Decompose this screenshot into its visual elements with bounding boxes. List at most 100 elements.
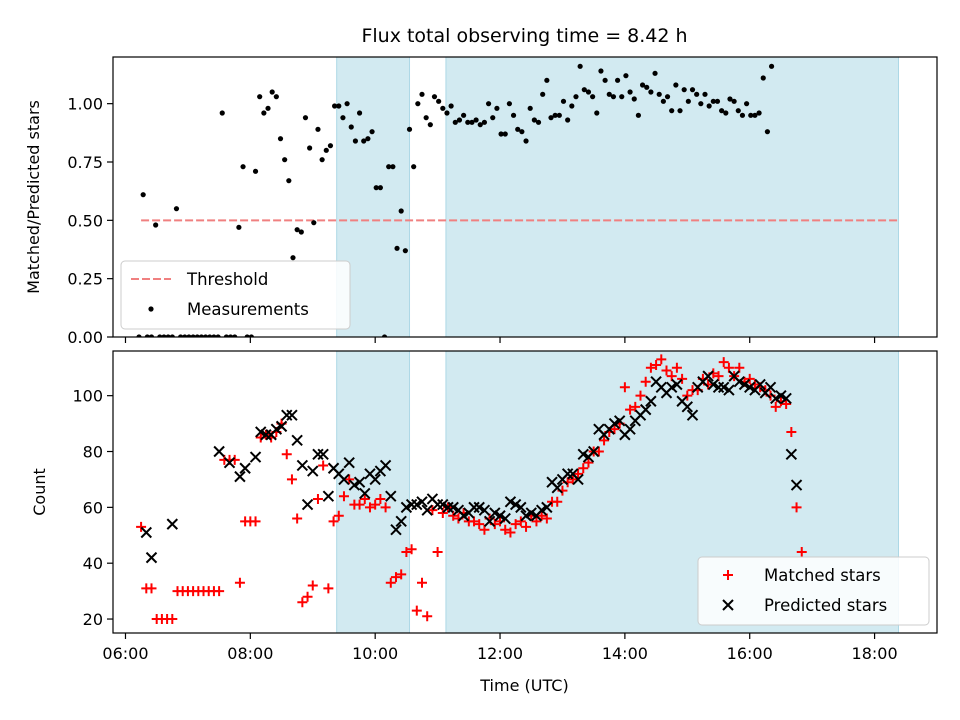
dot-point-0-0-56 <box>369 129 375 135</box>
plus-point-1-0-112 <box>718 357 729 368</box>
x-tick-label-4: 14:00 <box>602 644 648 663</box>
plus-point-1-0-104 <box>677 373 688 384</box>
plus-point-1-0-42 <box>354 499 365 510</box>
plus-point-1-0-39 <box>338 491 349 502</box>
dot-point-0-0-7 <box>165 334 171 337</box>
plus-point-1-0-51 <box>401 547 412 558</box>
dot-point-0-0-130 <box>677 108 683 114</box>
dot-point-0-0-22 <box>227 334 234 337</box>
dot-point-0-0-51 <box>348 124 354 130</box>
dot-point-0-0-73 <box>440 105 446 111</box>
dot-point-0-0-2 <box>144 334 150 337</box>
plus-point-1-0-125 <box>786 426 797 437</box>
cross-point-1-1-13 <box>281 409 293 421</box>
cross-point-1-1-5 <box>234 470 246 483</box>
plus-point-1-0-126 <box>791 502 802 513</box>
plus-point-1-0-43 <box>359 493 370 504</box>
dot-point-0-0-70 <box>427 122 433 128</box>
dot-point-0-0-109 <box>590 94 596 100</box>
plus-point-1-0-97 <box>640 376 651 387</box>
plus-point-1-0-99 <box>651 359 662 370</box>
cross-point-1-1-16 <box>296 459 309 472</box>
dot-point-0-0-29 <box>257 94 263 100</box>
dot-point-0-0-87 <box>498 131 504 137</box>
dot-point-0-0-0 <box>136 334 142 337</box>
cross-point-1-1-90 <box>681 401 694 413</box>
dot-point-0-0-110 <box>594 110 600 116</box>
dot-point-0-0-55 <box>365 136 371 142</box>
plus-point-1-0-73 <box>515 516 526 527</box>
dot-point-0-0-102 <box>560 98 567 104</box>
dot-point-0-0-148 <box>752 112 758 118</box>
cross-point-1-1-83 <box>645 395 657 407</box>
plus-point-1-0-77 <box>536 510 547 521</box>
cross-point-1-1-52 <box>483 515 496 528</box>
plus-point-1-0-52 <box>406 544 417 555</box>
dot-point-0-0-16 <box>202 334 209 337</box>
dot-point-0-0-124 <box>652 70 658 76</box>
plus-point-1-0-111 <box>713 371 724 382</box>
plus-point-1-0-32 <box>302 591 313 602</box>
cross-point-1-1-49 <box>468 501 480 514</box>
dot-point-0-0-38 <box>294 227 300 233</box>
plus-point-1-0-76 <box>531 516 542 527</box>
plus-point-1-0-122 <box>770 401 781 412</box>
cross-point-1-1-39 <box>416 496 428 508</box>
plus-point-1-0-64 <box>469 516 480 527</box>
plus-point-1-0-38 <box>333 510 344 521</box>
cross-point-1-1-91 <box>686 409 699 421</box>
dot-point-0-0-17 <box>207 334 213 337</box>
plus-point-1-0-91 <box>609 424 620 435</box>
cross-point-1-1-17 <box>301 498 314 511</box>
dot-point-0-0-44 <box>319 157 325 163</box>
dot-point-0-0-39 <box>298 229 304 235</box>
y-tick-label-1-4: 100 <box>72 387 103 406</box>
dot-point-0-0-47 <box>332 103 338 109</box>
observing-period-0-1 <box>445 56 900 338</box>
legend-label-0-1: Measurements <box>187 300 309 319</box>
dot-point-0-0-50 <box>344 101 350 107</box>
dot-point-0-0-92 <box>519 129 525 135</box>
y-tick-label-1-0: 20 <box>83 610 103 629</box>
plus-point-1-0-28 <box>281 449 292 460</box>
cross-point-1-1-109 <box>780 392 792 405</box>
cross-point-1-1-14 <box>286 409 298 421</box>
plus-point-1-0-113 <box>723 362 734 373</box>
cross-point-1-1-51 <box>478 504 491 516</box>
legend-handle-1-1 <box>722 599 734 611</box>
cross-point-1-1-21 <box>322 490 335 502</box>
dot-point-0-0-123 <box>648 89 654 95</box>
dot-point-0-0-127 <box>664 94 671 100</box>
dot-point-0-0-80 <box>469 119 475 125</box>
dot-point-0-0-106 <box>577 63 583 69</box>
cross-point-1-1-30 <box>369 473 381 486</box>
dot-point-0-0-23 <box>232 334 238 337</box>
dot-point-0-0-49 <box>340 115 346 121</box>
plus-point-1-0-94 <box>625 404 636 415</box>
dot-point-0-0-82 <box>477 122 483 128</box>
dot-point-0-0-67 <box>415 101 421 107</box>
plus-point-1-0-15 <box>214 586 225 597</box>
dot-point-0-0-135 <box>698 101 704 107</box>
legend-label-1-1: Predicted stars <box>764 596 887 615</box>
dot-point-0-0-48 <box>336 103 342 109</box>
cross-point-1-1-35 <box>395 515 407 528</box>
dot-point-0-0-75 <box>448 103 454 109</box>
cross-point-1-1-65 <box>551 482 563 494</box>
plus-point-1-0-95 <box>630 401 641 412</box>
plus-point-1-0-53 <box>411 605 422 616</box>
cross-point-1-1-104 <box>754 378 766 391</box>
plus-point-1-0-127 <box>796 547 807 558</box>
dot-point-0-0-53 <box>356 110 363 116</box>
dot-point-0-0-140 <box>719 108 725 114</box>
dot-point-0-0-76 <box>452 119 458 125</box>
dot-point-0-0-86 <box>494 105 500 111</box>
plus-point-1-0-60 <box>448 510 459 521</box>
dot-point-0-0-27 <box>248 334 254 337</box>
dot-point-0-0-141 <box>723 110 729 116</box>
plus-point-1-0-56 <box>427 505 438 516</box>
dot-point-0-0-81 <box>473 117 479 123</box>
plus-point-1-0-49 <box>390 572 401 583</box>
plus-point-1-0-100 <box>656 354 667 365</box>
dot-point-0-0-105 <box>573 94 579 100</box>
